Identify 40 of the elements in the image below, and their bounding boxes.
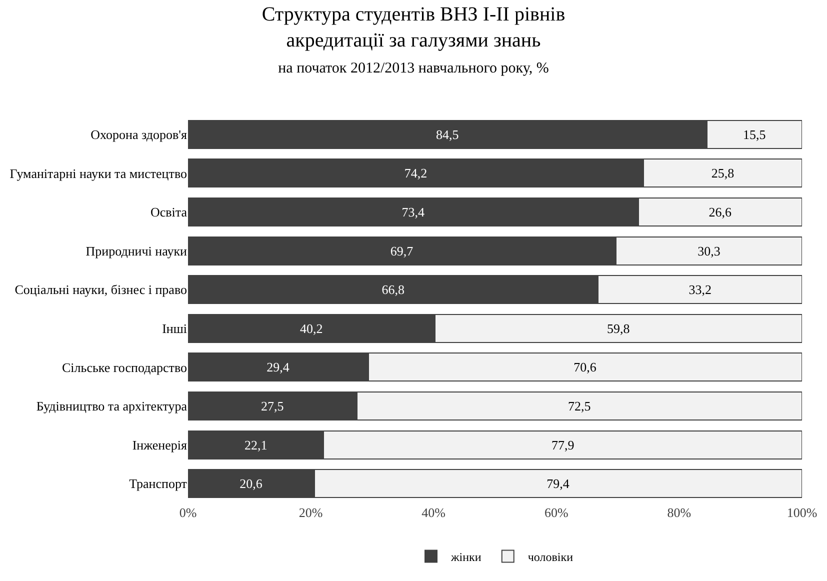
y-tick-label: Охорона здоров'я bbox=[90, 126, 188, 142]
data-label: 33,2 bbox=[688, 282, 712, 298]
data-label: 66,8 bbox=[382, 282, 404, 298]
data-label: 73,4 bbox=[402, 204, 425, 220]
data-label: 72,5 bbox=[568, 398, 591, 414]
data-label: 40,2 bbox=[300, 320, 323, 336]
data-label: 59,8 bbox=[607, 320, 630, 336]
y-tick-label: Інші bbox=[162, 320, 188, 336]
legend-label: чоловіки bbox=[528, 550, 574, 564]
data-label: 15,5 bbox=[743, 126, 766, 142]
chart-title: Структура студентів ВНЗ І-ІІ рівнів акредитації за галузями знань bbox=[262, 3, 566, 52]
data-label: 70,6 bbox=[574, 360, 597, 375]
data-label: 22,1 bbox=[244, 437, 268, 452]
y-tick-label: Соціальні науки, бізнес і право bbox=[14, 282, 187, 298]
y-tick-label: Гуманітарні науки та мистецтво bbox=[10, 166, 187, 181]
y-tick-label: Транспорт bbox=[129, 476, 188, 492]
y-tick-label: Сільське господарство bbox=[62, 360, 187, 375]
data-label: 84,5 bbox=[436, 126, 459, 142]
y-tick-label: Будівництво та архітектура bbox=[36, 398, 188, 414]
x-tick-label: 0% bbox=[179, 505, 197, 520]
y-tick-label: Інженерія bbox=[132, 437, 188, 452]
x-tick-label: 40% bbox=[422, 505, 446, 520]
data-label: 30,3 bbox=[698, 243, 720, 258]
data-label: 25,8 bbox=[711, 166, 734, 181]
x-tick-label: 100% bbox=[786, 505, 818, 520]
data-label: 29,4 bbox=[266, 360, 290, 375]
x-tick-label: 20% bbox=[298, 505, 323, 520]
x-tick-label: 80% bbox=[667, 505, 692, 520]
data-label: 77,9 bbox=[551, 437, 574, 452]
x-tick-label: 60% bbox=[544, 505, 568, 520]
data-label: 26,6 bbox=[708, 204, 732, 220]
chart-subtitle: на початок 2012/2013 навчального року, % bbox=[278, 60, 549, 76]
data-label: 27,5 bbox=[261, 398, 284, 414]
data-label: 20,6 bbox=[240, 476, 263, 492]
y-tick-label: Природничі науки bbox=[86, 243, 188, 258]
data-label: 74,2 bbox=[404, 166, 428, 181]
data-label: 69,7 bbox=[390, 243, 414, 258]
y-tick-label: Освіта bbox=[150, 204, 188, 220]
legend-label: жінки bbox=[450, 550, 482, 564]
data-label: 79,4 bbox=[546, 476, 570, 492]
